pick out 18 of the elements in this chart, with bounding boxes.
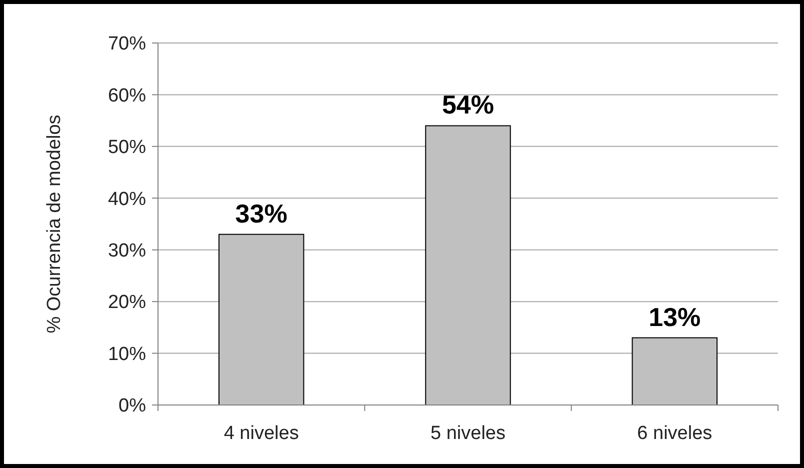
y-tick-label: 0% [118,396,146,417]
y-tick-label: 70% [108,34,146,55]
x-tick-label: 6 niveles [637,423,712,444]
data-label: 33% [235,198,288,228]
y-tick-label: 30% [108,240,146,262]
data-label: 13% [648,302,701,332]
y-tick-label: 10% [108,344,146,365]
bar [425,125,511,406]
bar [632,337,718,406]
x-tick-label: 4 niveles [224,423,299,444]
x-tick-label: 5 niveles [430,423,506,444]
y-tick-label: 40% [108,188,146,210]
bar [218,234,304,406]
y-tick-label: 20% [108,292,146,314]
y-tick-label: 60% [108,85,146,106]
y-axis-title: % Ocurrencia de modelos [44,114,65,334]
y-tick-label: 50% [108,137,146,158]
data-label: 54% [442,90,494,120]
